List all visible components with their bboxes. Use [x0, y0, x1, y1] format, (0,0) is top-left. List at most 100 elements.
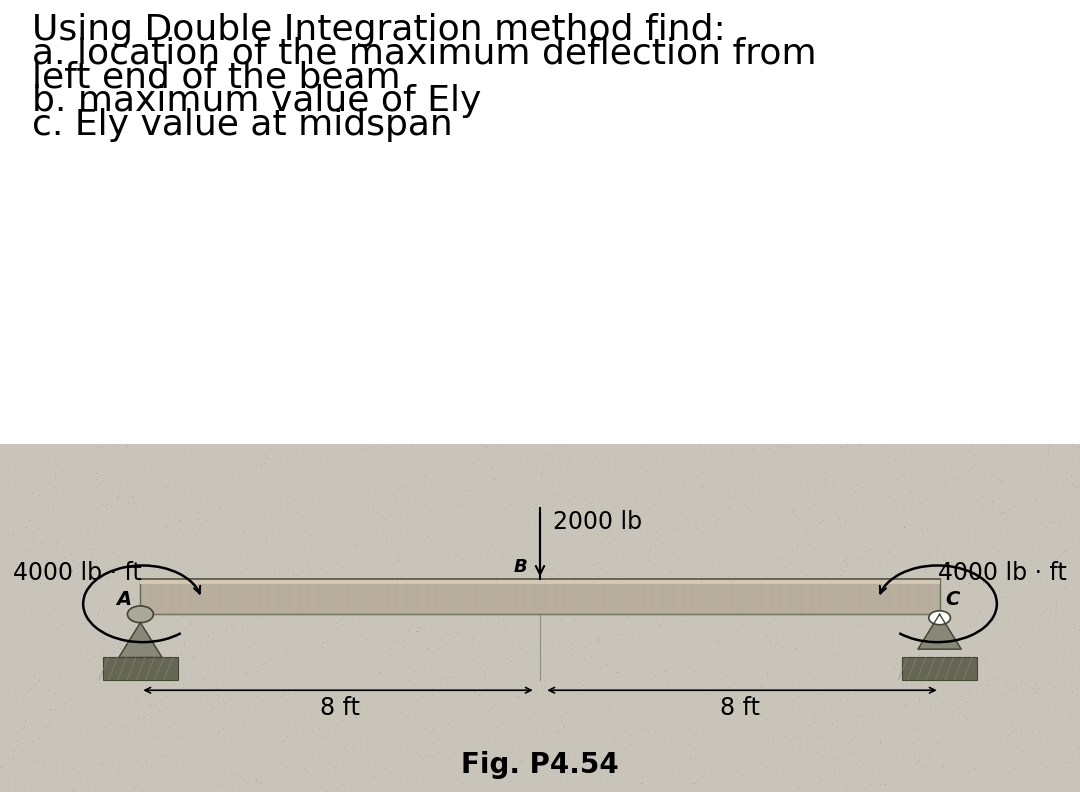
Point: [815, 703, 833, 715]
Point: [527, 761, 544, 774]
Point: [497, 579, 514, 592]
Point: [474, 757, 491, 770]
Point: [66, 455, 83, 467]
Point: [288, 711, 306, 724]
Point: [437, 718, 455, 731]
Point: [1016, 501, 1034, 514]
Point: [522, 634, 539, 647]
Point: [664, 444, 681, 457]
Point: [956, 587, 973, 600]
Point: [57, 520, 75, 533]
Point: [194, 779, 212, 792]
Point: [935, 474, 953, 487]
Point: [698, 522, 715, 535]
Point: [46, 518, 64, 531]
Point: [950, 659, 968, 672]
Point: [851, 463, 868, 475]
Point: [454, 691, 471, 704]
Point: [103, 500, 120, 512]
Point: [1053, 771, 1070, 784]
Point: [975, 489, 993, 502]
Point: [977, 679, 995, 691]
Point: [0, 500, 14, 512]
Point: [863, 763, 880, 776]
Point: [360, 709, 377, 722]
Point: [401, 645, 418, 658]
Point: [769, 662, 786, 675]
Point: [503, 550, 521, 562]
Point: [100, 612, 118, 625]
Point: [392, 581, 409, 594]
Point: [444, 715, 461, 728]
Point: [936, 649, 954, 661]
Point: [420, 780, 437, 792]
Point: [808, 438, 825, 451]
Point: [802, 533, 820, 546]
Point: [407, 764, 424, 777]
Point: [120, 593, 137, 606]
Point: [37, 545, 54, 558]
Point: [499, 576, 516, 588]
Point: [266, 756, 283, 769]
Point: [1059, 659, 1077, 672]
Point: [273, 466, 291, 479]
Point: [154, 593, 172, 606]
Point: [443, 524, 460, 537]
Point: [867, 699, 885, 711]
Point: [338, 447, 355, 460]
Point: [395, 634, 413, 646]
Point: [669, 691, 686, 703]
Point: [703, 766, 720, 779]
Point: [137, 770, 154, 782]
Point: [832, 676, 849, 689]
Point: [846, 748, 863, 760]
Point: [510, 690, 527, 703]
Point: [1065, 617, 1080, 630]
Point: [157, 656, 174, 668]
Point: [1041, 670, 1058, 683]
Point: [302, 529, 320, 542]
Point: [36, 507, 53, 520]
Point: [523, 690, 540, 703]
Point: [270, 721, 287, 733]
Point: [961, 632, 978, 645]
Point: [660, 540, 677, 553]
Point: [75, 737, 92, 750]
Point: [838, 692, 855, 705]
Point: [409, 625, 427, 638]
Point: [431, 642, 448, 654]
Point: [419, 642, 436, 654]
Point: [963, 439, 981, 451]
Point: [357, 442, 375, 455]
Point: [129, 635, 146, 648]
Point: [206, 606, 224, 619]
Point: [171, 523, 188, 535]
Bar: [902, 657, 977, 680]
Point: [999, 729, 1016, 741]
Point: [960, 685, 977, 698]
Point: [905, 721, 922, 733]
Point: [320, 767, 337, 780]
Point: [339, 644, 356, 657]
Point: [124, 592, 141, 605]
Point: [424, 724, 442, 737]
Point: [941, 502, 958, 515]
Point: [1057, 582, 1075, 595]
Point: [598, 531, 616, 544]
Point: [731, 543, 748, 556]
Point: [158, 620, 175, 633]
Point: [353, 622, 370, 634]
Point: [853, 591, 870, 604]
Point: [288, 595, 306, 607]
Point: [80, 639, 97, 652]
Point: [310, 500, 327, 512]
Point: [256, 478, 273, 491]
Point: [697, 508, 714, 520]
Point: [54, 483, 71, 496]
Point: [997, 776, 1014, 789]
Point: [977, 569, 995, 581]
Point: [902, 744, 919, 756]
Point: [350, 530, 367, 543]
Point: [18, 683, 36, 696]
Point: [608, 719, 625, 732]
